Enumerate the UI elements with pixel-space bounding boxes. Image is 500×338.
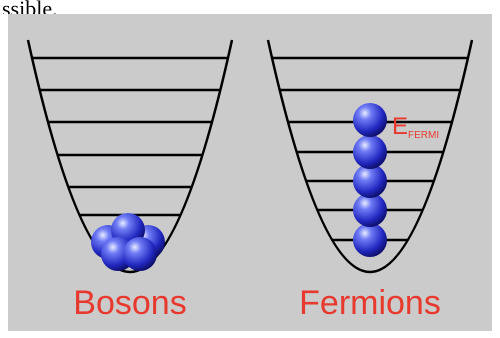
fermi-marker: E [392,113,408,140]
diagram: ssible. Bosons Fermions E FERMI [0,0,500,338]
particle [353,103,387,137]
fermi-subscript: FERMI [408,130,439,141]
well-label: Bosons [73,284,186,322]
particle [353,164,387,198]
particle [353,223,387,257]
particle [353,135,387,169]
well-label: Fermions [299,284,441,322]
particle [353,193,387,227]
particle [123,237,157,271]
